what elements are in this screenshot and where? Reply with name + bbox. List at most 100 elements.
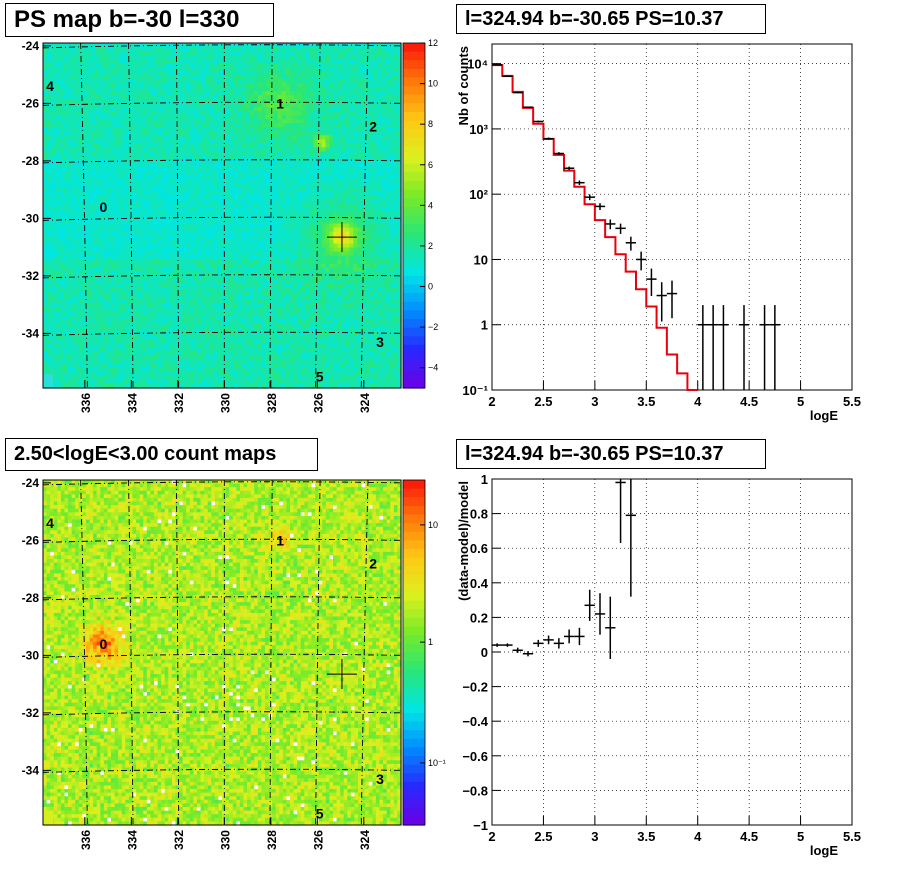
map-pixel: [225, 255, 231, 261]
map-pixel: [277, 211, 283, 217]
map-pixel: [170, 59, 175, 64]
map-pixel: [345, 187, 350, 193]
map-pixel: [170, 191, 175, 197]
map-pixel: [309, 107, 315, 112]
map-pixel: [317, 127, 323, 132]
map-pixel: [257, 147, 263, 152]
map-pixel: [194, 123, 199, 128]
map-pixel: [162, 47, 167, 52]
map-pixel: [385, 131, 390, 136]
map-pixel: [329, 155, 334, 160]
map-pixel: [154, 79, 159, 84]
map-pixel: [198, 239, 203, 245]
map-pixel: [269, 163, 275, 168]
map-pixel: [377, 115, 382, 120]
map-pixel: [261, 163, 267, 168]
map-pixel: [353, 67, 358, 72]
map-pixel: [277, 111, 283, 116]
map-pixel: [134, 147, 140, 152]
map-pixel: [285, 115, 291, 120]
map-pixel: [269, 131, 275, 136]
map-pixel: [369, 83, 374, 88]
map-pixel: [54, 55, 60, 60]
map-pixel: [70, 239, 76, 245]
map-pixel: [166, 207, 171, 213]
map-pixel: [309, 115, 315, 120]
map-pixel: [313, 43, 319, 48]
map-pixel: [345, 115, 350, 120]
map-pixel: [273, 55, 279, 60]
map-pixel: [43, 143, 48, 148]
map-pixel: [365, 255, 370, 261]
map-pixel: [329, 251, 334, 257]
map-pixel: [138, 87, 144, 92]
map-pixel: [229, 107, 235, 112]
map-pixel: [90, 211, 96, 217]
map-pixel: [389, 195, 394, 201]
map-pixel: [305, 51, 311, 56]
map-pixel: [277, 163, 283, 168]
map-pixel: [321, 243, 327, 249]
map-pixel: [186, 139, 191, 144]
map-pixel: [102, 55, 108, 60]
map-pixel: [393, 55, 398, 60]
map-pixel: [106, 187, 112, 193]
map-pixel: [237, 175, 243, 180]
map-pixel: [261, 171, 267, 176]
map-pixel: [194, 71, 199, 76]
map-pixel: [118, 255, 124, 261]
map-pixel: [297, 223, 303, 229]
map-pixel: [218, 91, 223, 96]
map-pixel: [202, 127, 207, 132]
map-pixel: [50, 239, 56, 245]
map-pixel: [393, 151, 398, 156]
map-pixel: [325, 59, 330, 64]
map-pixel: [150, 239, 155, 245]
map-pixel: [389, 175, 394, 180]
map-pixel: [261, 227, 267, 233]
map-pixel: [98, 243, 104, 249]
map-pixel: [166, 135, 171, 140]
map-pixel: [114, 223, 120, 229]
map-pixel: [130, 59, 136, 64]
map-pixel: [142, 183, 148, 189]
map-pixel: [82, 115, 88, 120]
map-pixel: [170, 263, 175, 269]
map-pixel: [341, 183, 346, 189]
map-pixel: [58, 187, 64, 193]
map-pixel: [273, 223, 279, 229]
map-pixel: [43, 195, 48, 201]
map-pixel: [381, 259, 386, 265]
map-pixel: [309, 131, 315, 136]
map-pixel: [94, 239, 100, 245]
map-pixel: [182, 239, 187, 245]
map-pixel: [237, 159, 243, 164]
map-pixel: [162, 67, 167, 72]
map-pixel: [353, 167, 358, 172]
map-pixel: [361, 59, 366, 64]
map-pixel: [253, 183, 259, 189]
map-pixel: [210, 239, 215, 245]
map-pixel: [142, 91, 148, 96]
map-pixel: [58, 163, 64, 168]
map-pixel: [373, 163, 378, 168]
map-pixel: [357, 155, 362, 160]
map-pixel: [118, 171, 124, 176]
map-pixel: [70, 187, 76, 193]
map-pixel: [317, 203, 323, 209]
map-pixel: [118, 55, 124, 60]
map-pixel: [225, 159, 231, 164]
map-pixel: [58, 223, 64, 229]
map-pixel: [98, 171, 104, 176]
map-pixel: [377, 119, 382, 124]
map-pixel: [377, 147, 382, 152]
map-pixel: [114, 59, 120, 64]
map-pixel: [229, 127, 235, 132]
map-pixel: [273, 251, 279, 257]
map-pixel: [170, 159, 175, 164]
map-pixel: [206, 147, 211, 152]
map-pixel: [297, 179, 303, 185]
map-pixel: [253, 187, 259, 193]
map-pixel: [210, 139, 215, 144]
